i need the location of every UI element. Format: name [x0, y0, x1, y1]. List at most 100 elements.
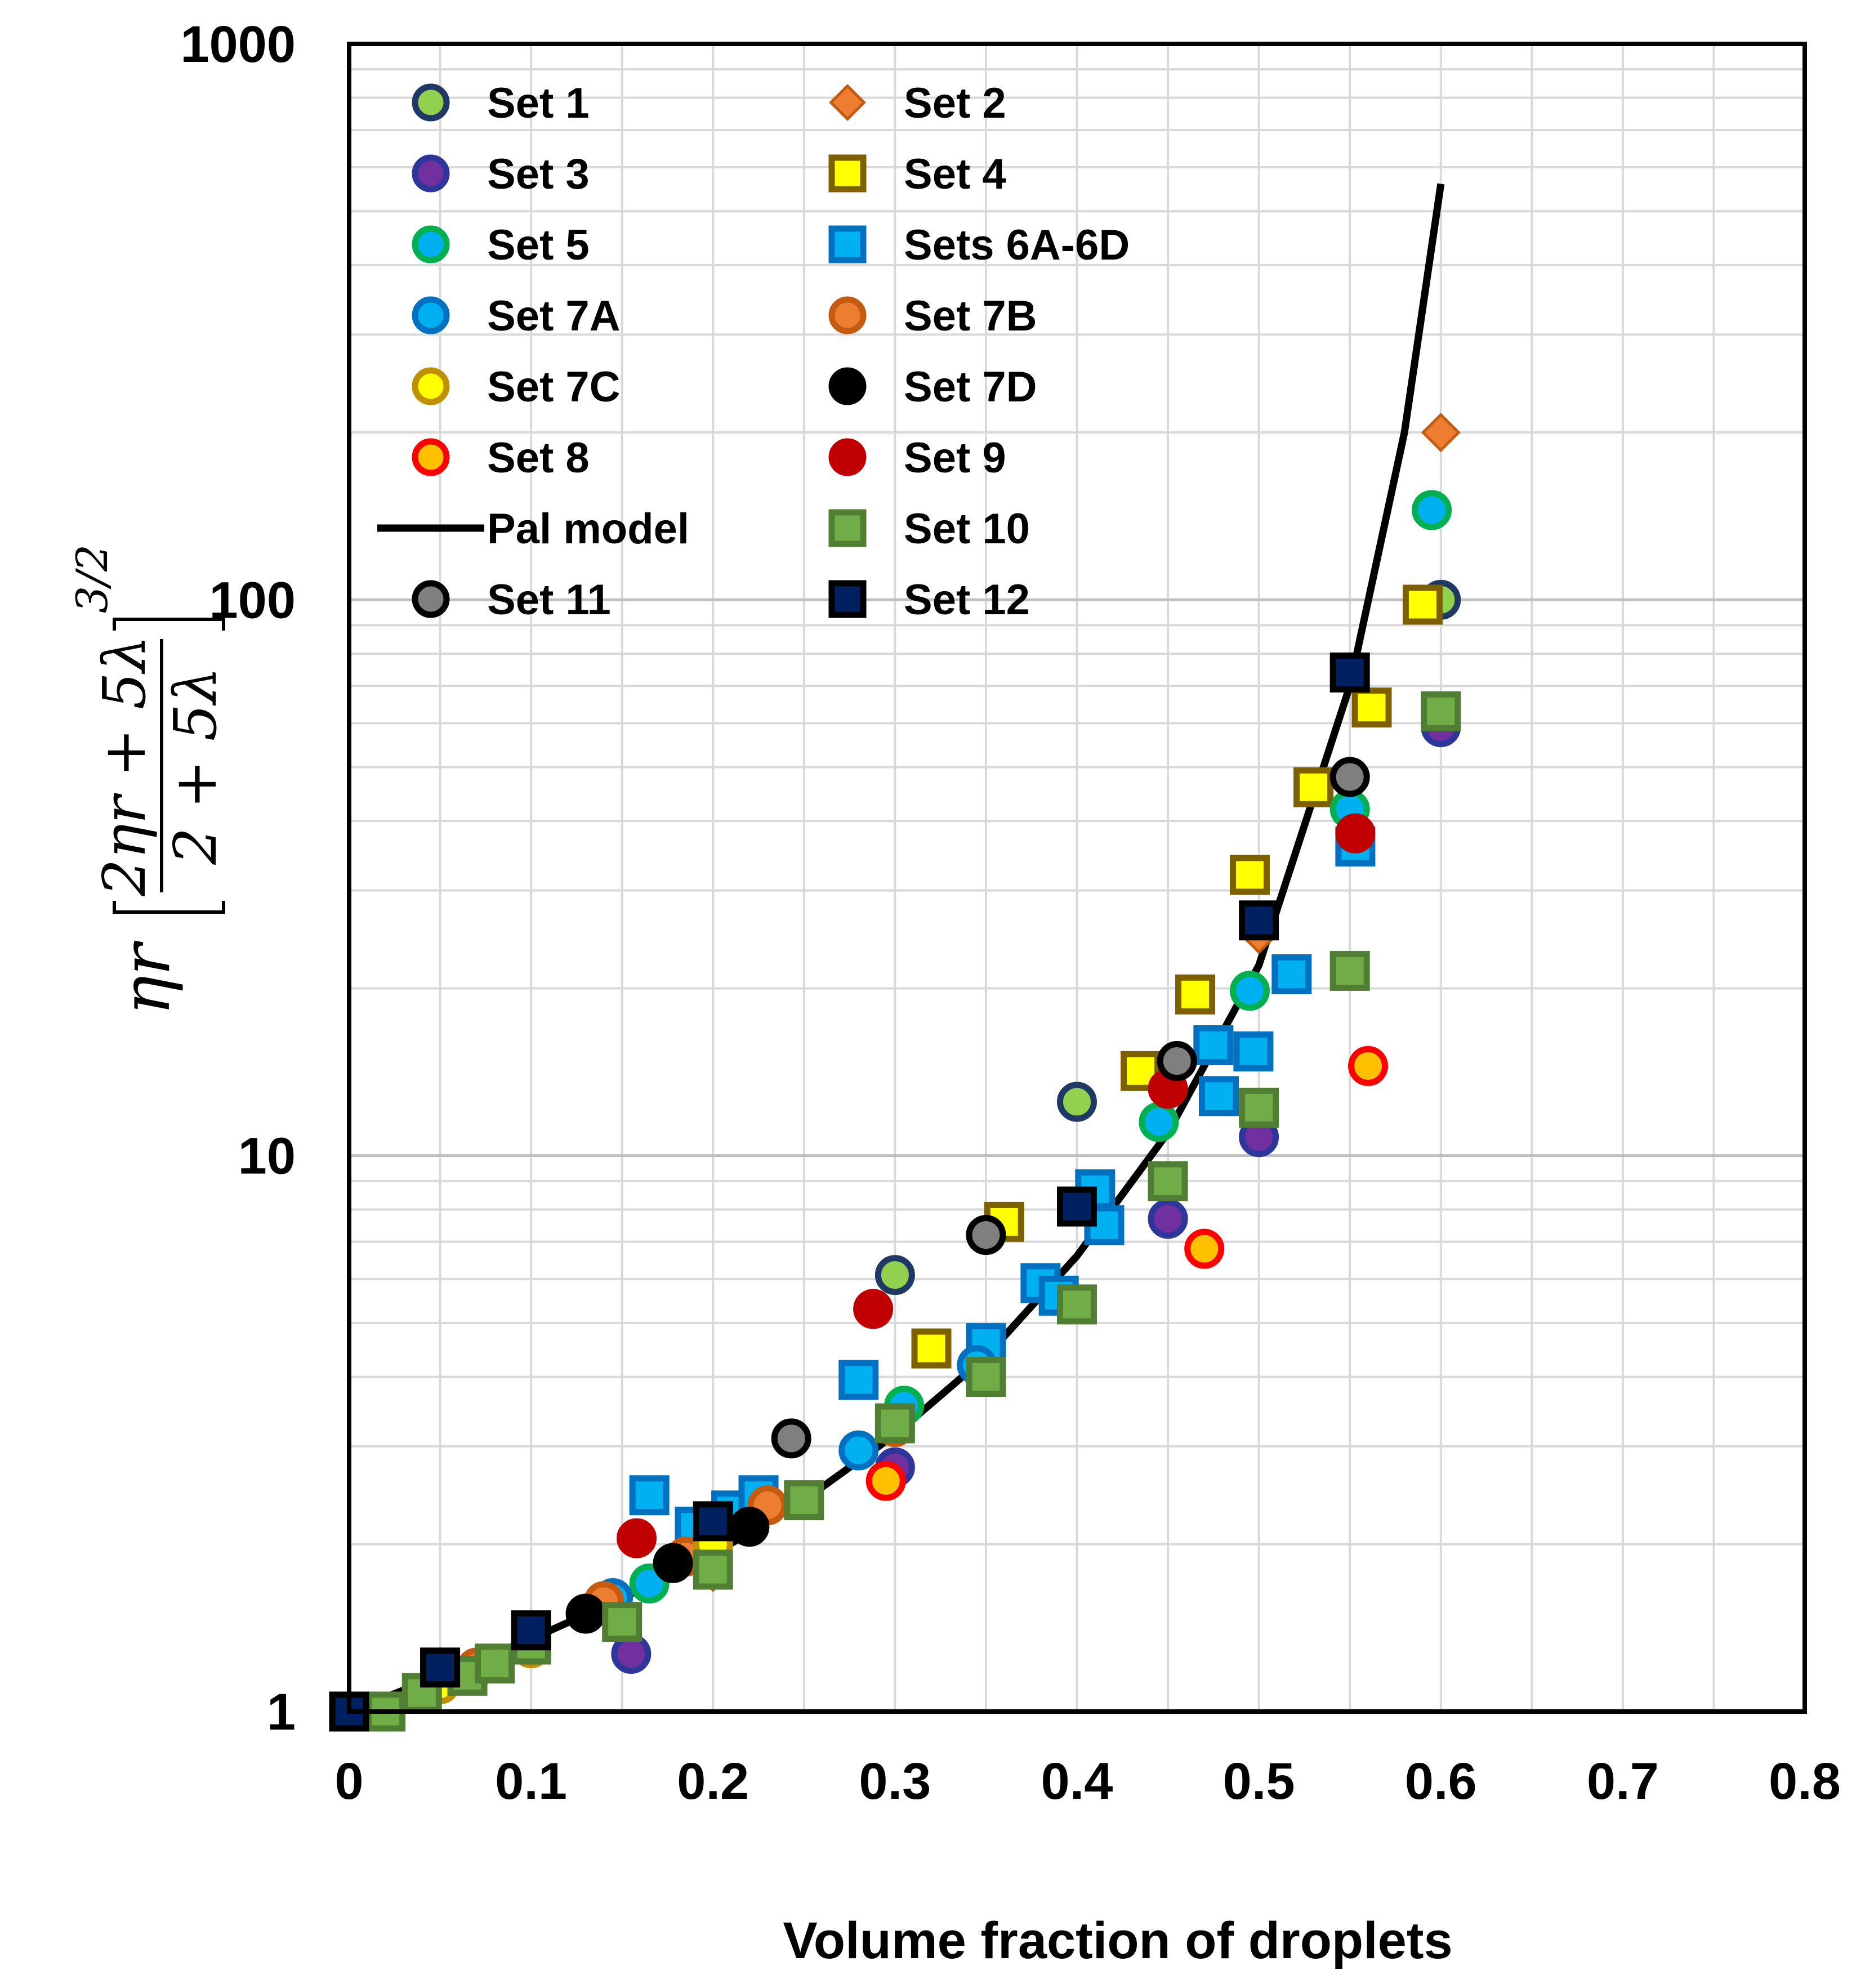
- plot-area-frame: [347, 42, 1807, 1714]
- point-set-10: [1057, 1284, 1097, 1325]
- legend: Set 1 Set 2 Set 3 Set 4 Set 5 Sets 6A-6D Set 7…: [377, 79, 1130, 624]
- x-tick-label: 0.3: [859, 1753, 931, 1810]
- legend-swatch-set-12: [828, 580, 867, 618]
- legend-label-set-3: Set 3: [487, 150, 590, 198]
- point-set-12: [1057, 1186, 1097, 1227]
- legend-label-set-12: Set 12: [904, 576, 1030, 624]
- point-set-4: [1402, 584, 1443, 625]
- point-sets-6a-6d: [838, 1360, 879, 1400]
- legend-swatch-set-7b: [828, 296, 867, 334]
- legend-label-set-7b: Set 7B: [904, 292, 1037, 340]
- legend-swatch-set-8: [412, 438, 450, 476]
- legend-swatch-set-7c: [412, 367, 450, 405]
- point-set-9: [1335, 813, 1376, 854]
- data-points: [329, 413, 1461, 1732]
- legend-swatch-set-9: [828, 438, 867, 476]
- legend-label-set-5: Set 5: [487, 221, 590, 269]
- point-set-3: [1148, 1199, 1188, 1239]
- legend-swatch-set-11: [412, 580, 450, 618]
- legend-label-set-10: Set 10: [904, 505, 1030, 553]
- y-axis-label: ηr 2ηr + 5λ 2 + 5λ 3/2: [67, 544, 230, 1016]
- legend-swatch-set-10: [828, 509, 867, 547]
- legend-label-set-7c: Set 7C: [487, 363, 621, 411]
- point-set-4: [1351, 687, 1392, 728]
- point-set-12: [1329, 652, 1370, 693]
- point-set-10: [693, 1549, 733, 1590]
- legend-label-set-11: Set 11: [487, 576, 611, 624]
- legend-label-set-2: Set 2: [904, 79, 1006, 127]
- y-label-left-bracket: [113, 901, 225, 914]
- legend-swatch-set-1: [412, 83, 450, 122]
- point-set-5: [1412, 490, 1452, 530]
- point-set-10: [1421, 691, 1461, 731]
- x-tick-label: 0: [334, 1753, 363, 1810]
- point-sets-6a-6d: [629, 1475, 670, 1516]
- point-set-7d: [565, 1593, 606, 1634]
- point-set-5: [1229, 971, 1270, 1011]
- y-label-prefix: ηr: [107, 940, 185, 1016]
- point-set-10: [966, 1357, 1006, 1397]
- point-set-12: [693, 1501, 733, 1542]
- point-set-9: [617, 1518, 657, 1558]
- legend-swatch-set-2: [829, 84, 866, 121]
- point-sets-6a-6d: [1233, 1031, 1274, 1072]
- point-sets-6a-6d: [1199, 1076, 1239, 1116]
- point-set-10: [602, 1602, 643, 1642]
- point-set-3: [611, 1634, 652, 1674]
- point-set-10: [1239, 1087, 1279, 1128]
- point-set-10: [475, 1643, 515, 1684]
- point-set-12: [1239, 900, 1279, 941]
- legend-swatch-set-5: [412, 225, 450, 263]
- point-set-11: [966, 1215, 1006, 1256]
- legend-swatch-set-3: [412, 154, 450, 193]
- legend-swatch-set-7d: [828, 367, 867, 405]
- legend-swatch-set-7a: [412, 296, 450, 334]
- x-tick-label: 0.1: [495, 1753, 567, 1810]
- y-label-exponent: 3/2: [67, 544, 117, 613]
- legend-label-set-1: Set 1: [487, 79, 590, 127]
- point-set-5: [1139, 1102, 1179, 1142]
- point-set-12: [420, 1647, 461, 1688]
- legend-label-set-7a: Set 7A: [487, 292, 621, 340]
- point-set-4: [911, 1328, 952, 1369]
- legend-label-set-4: Set 4: [904, 150, 1006, 198]
- legend-swatch-sets-6a-6d: [828, 225, 867, 263]
- legend-label-set-7d: Set 7D: [904, 363, 1037, 411]
- point-set-10: [1148, 1161, 1188, 1201]
- point-set-4: [1229, 855, 1270, 895]
- y-label-right-bracket: [113, 618, 225, 631]
- point-sets-6a-6d: [1271, 954, 1312, 994]
- point-set-2: [1421, 413, 1461, 453]
- x-axis-ticks: 0 0.1 0.2 0.3 0.4 0.5 0.6 0.7 0.8: [334, 1753, 1841, 1810]
- point-sets-6a-6d: [1193, 1025, 1234, 1066]
- point-set-9: [853, 1289, 894, 1329]
- point-set-8: [1184, 1228, 1225, 1269]
- legend-label-pal-model: Pal model: [487, 505, 689, 553]
- y-tick-label: 1000: [180, 16, 296, 73]
- point-set-7d: [729, 1507, 770, 1547]
- point-set-12: [511, 1610, 551, 1651]
- point-set-4: [1175, 974, 1216, 1015]
- legend-swatch-set-4: [828, 154, 867, 193]
- point-set-8: [1348, 1046, 1388, 1086]
- point-set-11: [1329, 757, 1370, 797]
- y-label-denominator: 2 + 5λ: [161, 667, 230, 865]
- point-set-1: [1057, 1082, 1097, 1122]
- point-set-7d: [653, 1543, 693, 1583]
- point-set-11: [1157, 1041, 1197, 1082]
- x-tick-label: 0.2: [677, 1753, 749, 1810]
- y-tick-label: 10: [238, 1128, 296, 1185]
- point-set-4: [1293, 767, 1334, 807]
- y-label-numerator: 2ηr + 5λ: [90, 635, 159, 897]
- legend-label-sets-6a-6d: Sets 6A-6D: [904, 221, 1130, 269]
- x-tick-label: 0.5: [1223, 1753, 1295, 1810]
- x-tick-label: 0.7: [1587, 1753, 1659, 1810]
- point-set-11: [771, 1418, 811, 1459]
- y-tick-label: 1: [267, 1683, 296, 1741]
- x-tick-label: 0.6: [1405, 1753, 1477, 1810]
- point-set-10: [784, 1480, 824, 1521]
- point-set-1: [875, 1255, 915, 1295]
